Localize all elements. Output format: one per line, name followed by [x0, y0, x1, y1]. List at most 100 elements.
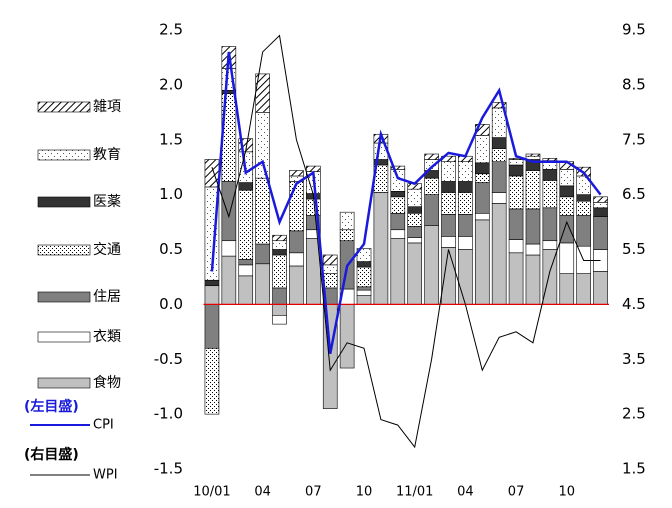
bar-segment	[559, 169, 575, 187]
bar-segment	[390, 238, 406, 305]
legend-label: WPI	[93, 468, 118, 483]
bar-segment	[204, 304, 220, 349]
bar-segment	[441, 247, 456, 305]
bar-segment	[525, 170, 541, 210]
legend-swatch	[37, 244, 91, 256]
bar-segment	[491, 148, 507, 162]
bar-segment	[339, 211, 355, 231]
bar-segment	[204, 285, 220, 305]
y-tick-label: 0.5	[159, 240, 183, 258]
bar-segment	[474, 162, 490, 175]
bar-segment	[272, 315, 287, 325]
x-tick-label: 11/01	[396, 485, 433, 500]
bar-segment	[424, 225, 439, 305]
legend-label: 医薬	[93, 194, 121, 210]
bar-segment	[238, 264, 254, 277]
y2-tick-label: 5.5	[622, 240, 646, 258]
y2-tick-label: 6.5	[622, 185, 646, 203]
bar-segment	[542, 240, 558, 250]
axis-note: (右目盛)	[24, 446, 79, 463]
bar-segment	[525, 243, 541, 256]
bar-segment	[593, 207, 608, 217]
bar-segment	[441, 236, 456, 248]
bar-segment	[390, 191, 406, 198]
legend-label: 住居	[93, 289, 121, 305]
bar-segment	[255, 243, 270, 265]
bar-segment	[272, 287, 287, 305]
legend-label: 交通	[93, 241, 121, 258]
bar-segment	[390, 196, 406, 214]
bar-segment	[542, 169, 558, 181]
bar-segment	[593, 271, 608, 305]
bar-segment	[306, 165, 321, 172]
bar-segment	[356, 266, 372, 288]
bar-segment	[356, 261, 372, 268]
bar-segment	[356, 286, 372, 291]
bar-segment	[289, 170, 304, 177]
bar-segment	[508, 164, 524, 177]
bar-segment	[441, 214, 456, 237]
bar-segment	[508, 159, 524, 166]
bar-segment	[356, 289, 372, 296]
bar-segment	[474, 173, 490, 183]
y-tick-label: -1.5	[154, 460, 183, 478]
bar-segment	[458, 181, 473, 193]
y2-tick-label: 1.5	[622, 460, 646, 478]
bar-segment	[525, 208, 541, 245]
y-tick-label: 2.0	[159, 75, 183, 93]
bar-segment	[204, 347, 220, 415]
bar-segment	[272, 249, 287, 256]
bar-segment	[322, 264, 338, 274]
bar-segment	[458, 161, 473, 182]
bar-segment	[542, 158, 558, 161]
bar-segment	[255, 177, 270, 245]
bar-segment	[559, 273, 575, 305]
bar-segment	[593, 202, 608, 209]
bar-segment	[458, 214, 473, 237]
bar-segment	[407, 237, 422, 244]
x-tick-label: 10/01	[193, 485, 230, 500]
legend-swatch	[37, 331, 91, 343]
legend-label: CPI	[93, 418, 114, 433]
bar-segment	[289, 265, 304, 305]
bar-segment	[424, 153, 439, 160]
axis-note: (左目盛)	[24, 398, 79, 415]
bar-segment	[474, 212, 490, 221]
x-tick-label: 10	[356, 485, 373, 500]
bar-segment	[289, 181, 304, 232]
bar-segment	[390, 229, 406, 239]
bar-segment	[508, 252, 524, 305]
bar-segment	[491, 192, 507, 204]
bar-segment	[407, 188, 422, 207]
y-tick-label: 1.0	[159, 185, 183, 203]
bar-segment	[508, 175, 524, 210]
bar-segment	[525, 254, 541, 305]
bar-segment	[322, 273, 338, 289]
bar-segment	[272, 254, 287, 289]
x-tick-label: 04	[457, 485, 474, 500]
bar-segment	[238, 275, 254, 305]
bar-segment	[508, 208, 524, 240]
y-tick-label: 0.0	[159, 295, 183, 313]
line-series	[210, 51, 602, 354]
bar-segment	[255, 263, 270, 305]
bar-segment	[576, 200, 591, 216]
bar-segment	[559, 196, 575, 216]
line-series	[211, 34, 601, 449]
bar-segment	[272, 240, 287, 250]
legend-label: 教育	[93, 147, 121, 163]
bar-segment	[390, 165, 406, 170]
bar-segment	[458, 249, 473, 305]
legend-swatch	[37, 377, 91, 389]
bar-segment	[542, 207, 558, 242]
bar-segment	[474, 124, 490, 136]
bar-segment	[576, 273, 591, 305]
x-tick-label: 10	[558, 485, 575, 500]
y2-tick-label: 7.5	[622, 130, 646, 148]
bar-segment	[289, 252, 304, 267]
bar-segment	[407, 206, 422, 214]
bar-segment	[272, 304, 287, 316]
bar-segment	[559, 215, 575, 244]
bar-segment	[204, 279, 220, 287]
bar-segment	[474, 219, 490, 305]
